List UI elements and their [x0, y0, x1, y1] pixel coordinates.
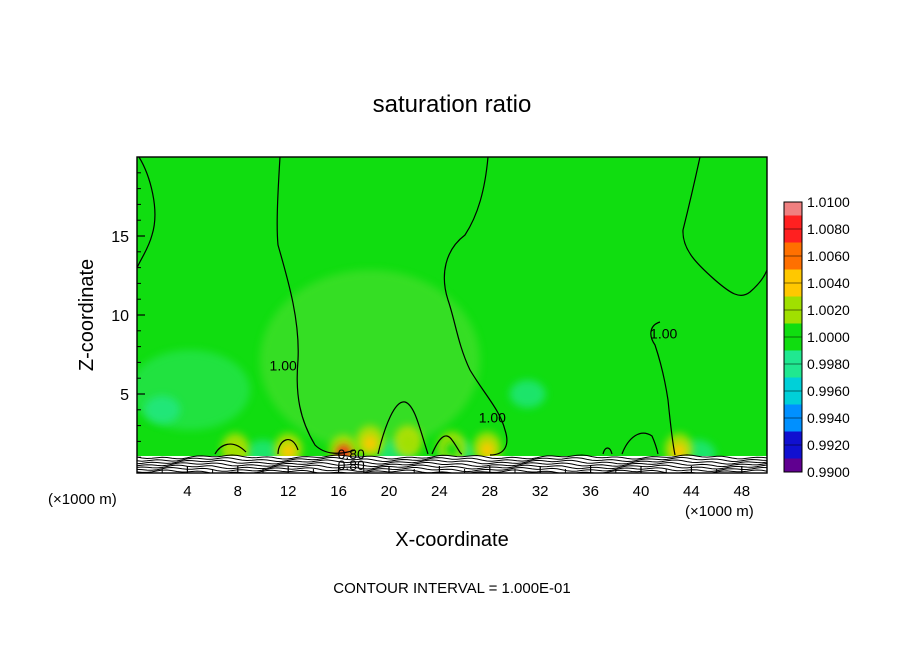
contour-line — [431, 435, 463, 455]
terrain-contours — [137, 454, 767, 473]
colorbar-swatch — [784, 404, 802, 419]
terrain-contour-line — [137, 464, 767, 470]
contour-line — [682, 157, 767, 296]
field-hotspot — [281, 443, 296, 460]
chart-title: saturation ratio — [373, 91, 532, 118]
colorbar-label: 0.9900 — [807, 464, 850, 480]
field-hotspot — [400, 435, 415, 452]
x-tick-label: 16 — [330, 483, 347, 500]
colorbar-swatch — [784, 458, 802, 473]
colorbar-label: 1.0080 — [807, 221, 850, 237]
contour-label: 1.00 — [650, 326, 677, 342]
contour-line — [650, 321, 676, 456]
field-hotspot — [480, 441, 495, 458]
x-tick-label: 28 — [481, 483, 498, 500]
colorbar-label: 1.0060 — [807, 248, 850, 264]
contour-line — [214, 443, 247, 455]
colorbar-label: 1.0100 — [807, 194, 850, 210]
x-axis-title: X-coordinate — [395, 529, 508, 551]
x-tick-label: 4 — [183, 483, 191, 500]
terrain-contour-line — [137, 454, 767, 460]
x-unit-label-right: (×1000 m) — [685, 503, 754, 520]
contour-lines — [137, 157, 767, 456]
contour-label: 0.80 — [338, 446, 365, 462]
colorbar-label: 0.9980 — [807, 356, 850, 372]
colorbar-label: 0.9940 — [807, 410, 850, 426]
contour-label: 1.00 — [479, 409, 506, 425]
colorbar-swatch — [784, 337, 802, 351]
colorbar-swatch — [784, 202, 802, 216]
colorbar-swatch — [784, 418, 802, 432]
colorbar: 1.0100 1.0080 1.0060 1.0040 1.0020 1.0000 0.99… — [783, 194, 850, 480]
x-tick-label: 20 — [381, 483, 398, 500]
contour-label: 1.00 — [270, 357, 297, 373]
contour-labels: 1.00 1.00 1.00 0.800.80 — [270, 326, 678, 473]
contour-interval-label: CONTOUR INTERVAL = 1.000E-01 — [333, 580, 570, 597]
colorbar-swatch — [784, 242, 802, 257]
colorbar-swatch — [784, 350, 802, 365]
x-unit-label-left: (×1000 m) — [48, 491, 117, 508]
contour-label: 0.80 — [338, 457, 365, 473]
colorbar-swatch — [784, 283, 802, 297]
x-tick-label: 36 — [582, 483, 599, 500]
x-tick-label: 32 — [532, 483, 549, 500]
x-tick-label: 44 — [683, 483, 700, 500]
terrain-contour-line — [137, 456, 767, 463]
x-axis: 4 8 12 16 20 24 28 32 36 40 44 48 — [161, 466, 750, 500]
x-tick-label: 40 — [633, 483, 650, 500]
contour-line — [137, 157, 156, 269]
colorbar-label: 1.0020 — [807, 302, 850, 318]
colorbar-label: 0.9960 — [807, 383, 850, 399]
colorbar-swatch — [784, 323, 802, 338]
contour-line — [377, 401, 429, 455]
colorbar-swatch — [784, 431, 802, 446]
colorbar-swatch — [784, 391, 802, 405]
y-axis-title: Z-coordinate — [76, 259, 98, 371]
plot-area — [137, 157, 767, 473]
y-tick-label: 5 — [120, 387, 129, 404]
colorbar-label: 1.0040 — [807, 275, 850, 291]
colorbar-swatch — [784, 364, 802, 378]
contour-line — [277, 439, 299, 455]
x-tick-label: 12 — [280, 483, 297, 500]
terrain-contour-line — [137, 459, 767, 465]
colorbar-label: 1.0000 — [807, 329, 850, 345]
colorbar-swatch — [784, 377, 802, 392]
field-low-spot — [144, 395, 181, 424]
field-region-mid — [260, 270, 480, 450]
x-tick-label: 48 — [733, 483, 750, 500]
y-tick-label: 15 — [111, 229, 129, 246]
colorbar-swatch — [784, 256, 802, 270]
field-low-spot — [509, 380, 546, 408]
colorbar-swatch — [784, 215, 802, 230]
x-tick-label: 24 — [431, 483, 448, 500]
colorbar-swatch — [784, 445, 802, 459]
x-tick-label: 8 — [234, 483, 242, 500]
y-axis: 5 10 15 — [111, 172, 145, 458]
contour-line — [443, 157, 508, 456]
contour-line — [621, 432, 659, 455]
terrain-contour-line — [137, 466, 767, 473]
contour-line — [602, 447, 613, 455]
colorbar-label: 0.9920 — [807, 437, 850, 453]
colorbar-swatch — [784, 269, 802, 284]
terrain-contour-line — [137, 461, 767, 468]
colorbar-swatch — [784, 310, 802, 324]
contour-line — [276, 157, 356, 454]
field-hotspot — [363, 435, 378, 452]
colorbar-swatch — [784, 229, 802, 243]
colorbar-swatch — [784, 296, 802, 311]
y-tick-label: 10 — [111, 308, 129, 325]
